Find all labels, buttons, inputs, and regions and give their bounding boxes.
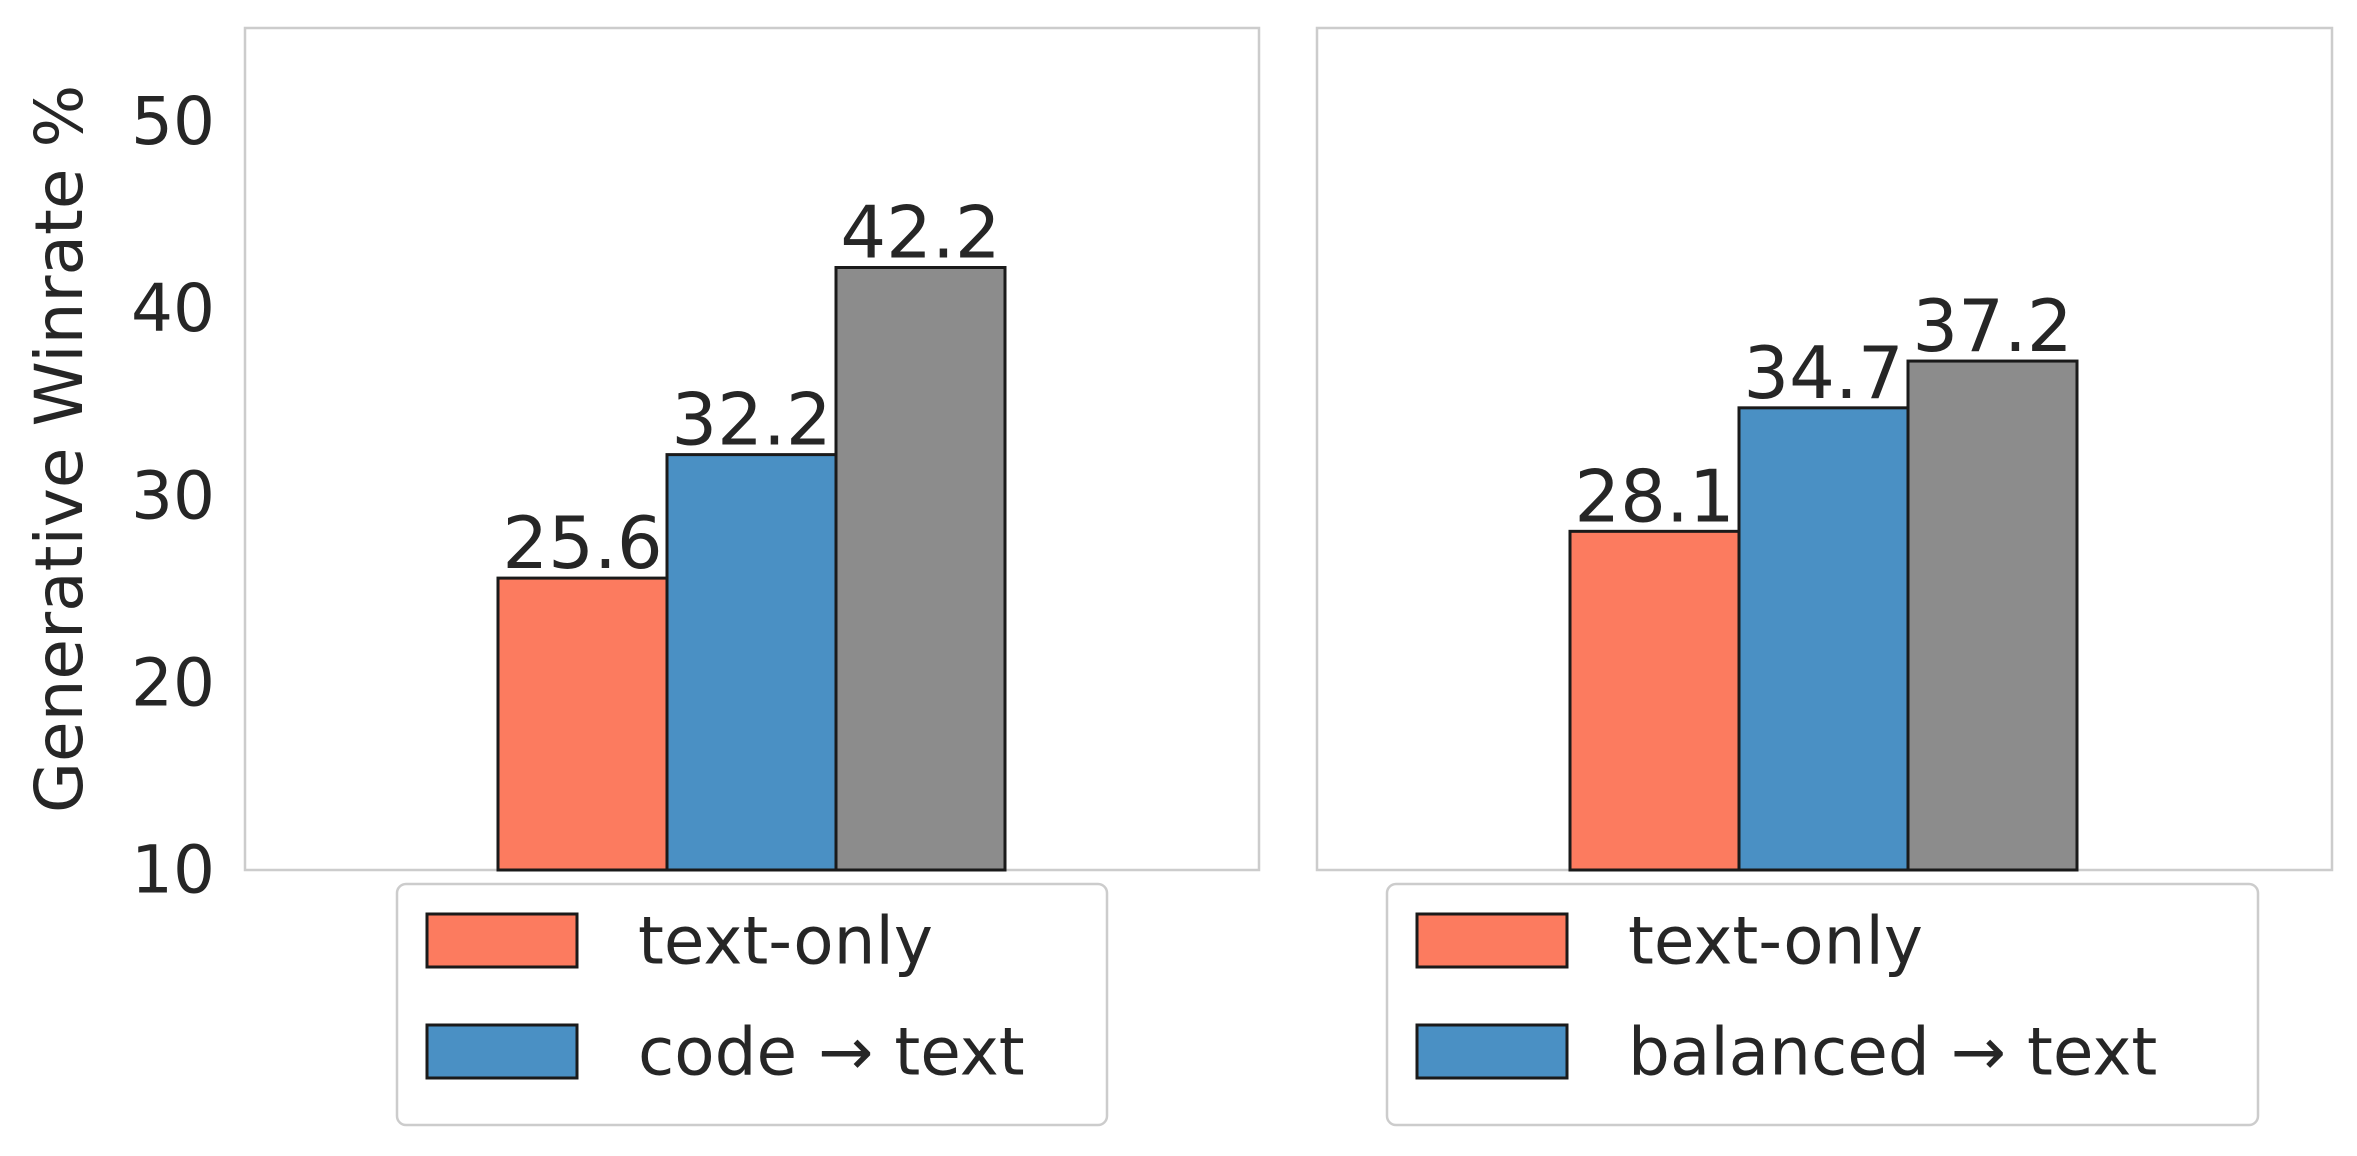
legend-label: balanced → text — [1628, 1014, 2157, 1091]
legend-label: code → text — [638, 1014, 1025, 1091]
legend-frame — [1385, 882, 2260, 1127]
data-label: 37.2 — [1912, 284, 2072, 368]
y-tick-label: 30 — [131, 457, 215, 534]
bar — [834, 266, 1007, 872]
legend-swatch — [425, 1023, 579, 1080]
bar — [1568, 529, 1741, 872]
data-label: 34.7 — [1743, 331, 1903, 415]
legend-swatch — [1415, 1023, 1569, 1080]
bar — [1737, 406, 1910, 872]
legend-swatch — [425, 912, 579, 969]
data-label: 32.2 — [671, 378, 831, 462]
y-tick-label: 10 — [131, 832, 215, 909]
data-label: 25.6 — [502, 501, 662, 585]
bar — [496, 576, 669, 872]
data-label: 28.1 — [1574, 454, 1734, 538]
chart-panel-1: 10 20 30 40 50 Generative Winrate % 25.632.2 42… — [21, 26, 1261, 1127]
legend-label: text-only — [1628, 903, 1923, 980]
y-tick-label: 20 — [131, 644, 215, 721]
legend-swatch — [1415, 912, 1569, 969]
y-tick-label: 40 — [131, 270, 215, 347]
y-axis-label: Generative Winrate % — [21, 85, 98, 813]
legend-label: text-only — [638, 903, 933, 980]
chart-panel-2: 28.134.737.2 text-only balanced → text — [1315, 26, 2334, 1127]
legend: text-only balanced → text — [1385, 882, 2260, 1127]
y-tick-label: 50 — [131, 83, 215, 160]
bar — [1906, 359, 2079, 872]
legend: text-only code → text — [395, 882, 1109, 1127]
data-label: 42.2 — [840, 191, 1000, 275]
bar — [665, 453, 838, 872]
